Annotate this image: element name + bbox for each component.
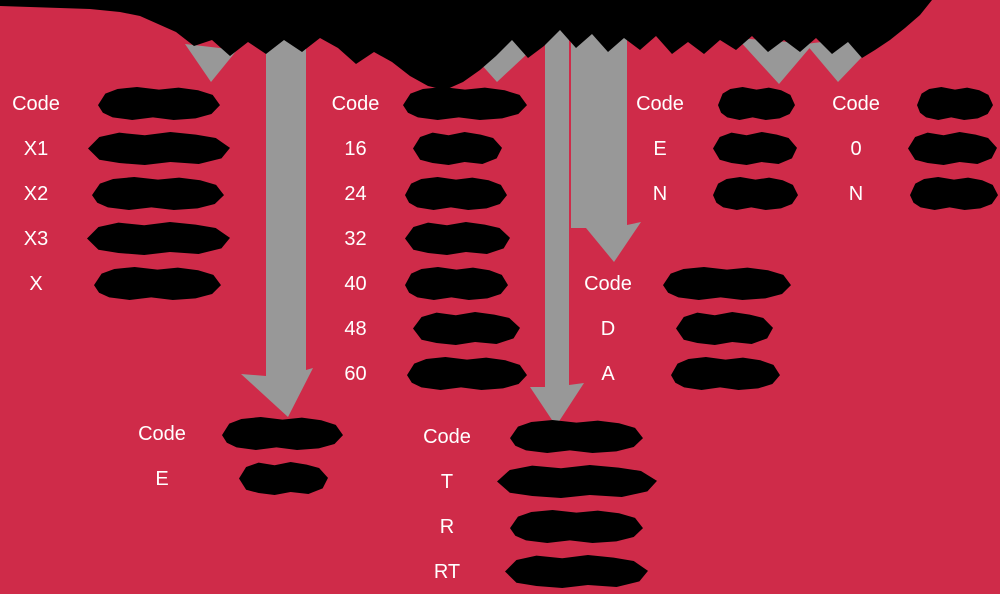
code-column-header: Code [331,92,380,115]
redacted-text-blob [663,267,791,300]
redacted-text-blob [403,87,527,120]
code-value: N [652,182,668,205]
table-row: E [630,126,798,171]
redacted-text-blob [510,420,643,453]
arrow-to-power-supply-table-icon [571,30,641,262]
redacted-text-blob [405,222,510,255]
table-header-row: Code [630,81,798,126]
table-row: D [578,306,791,351]
mode-table-right: Code 0 N [826,81,998,216]
table-row: R [417,504,657,549]
code-column-header: Code [138,422,186,445]
code-value: E [653,137,667,160]
redacted-text-blob [713,132,797,165]
redacted-text-blob [222,417,343,450]
table-row: 24 [323,171,527,216]
table-row: E [132,456,343,501]
code-value: A [601,362,615,385]
code-value: D [600,317,616,340]
redacted-text-blob [505,555,648,588]
redacted-text-blob [671,357,780,390]
table-row: X3 [0,216,230,261]
code-value: X1 [23,137,49,160]
redacted-text-blob [910,177,998,210]
table-row: 60 [323,351,527,396]
arrow-to-output-type-table-icon [530,30,584,426]
redacted-text-blob [718,87,795,120]
redacted-text-blob [239,462,328,495]
code-value: RT [433,560,461,583]
code-value: R [439,515,455,538]
power-supply-table: Code D A [578,261,791,396]
table-row: N [826,171,998,216]
table-row: RT [417,549,657,594]
code-value: 60 [344,362,367,385]
code-value: 40 [344,272,367,295]
code-value: 32 [344,227,367,250]
table-row: X [0,261,230,306]
redacted-text-blob [497,465,657,498]
table-row: X2 [0,171,230,216]
table-header-row: Code [323,81,527,126]
code-column-header: Code [423,425,471,448]
redacted-text-blob [94,267,221,300]
redacted-text-blob [88,132,230,165]
table-row: 40 [323,261,527,306]
table-header-row: Code [132,411,343,456]
table-row: 48 [323,306,527,351]
code-value: 24 [344,182,367,205]
code-column-header: Code [832,92,880,115]
table-row: T [417,459,657,504]
series-type-table: Code X1 X2 X3 X [0,81,230,306]
table-header-row: Code [578,261,791,306]
code-value: X [29,272,43,295]
io-number-table: Code 16 24 32 40 48 60 [323,81,527,396]
table-row: A [578,351,791,396]
code-column-header: Code [584,272,632,295]
table-header-row: Code [0,81,230,126]
table-row: N [630,171,798,216]
code-value: X2 [23,182,49,205]
redacted-text-blob [87,222,230,255]
table-row: X1 [0,126,230,171]
redacted-text-blob [413,132,502,165]
arrow-to-series-type-table-icon [185,44,237,82]
arrow-to-mode-table-left-icon [737,38,813,84]
code-value: T [440,470,454,493]
code-value: E [155,467,169,490]
redacted-text-blob [405,177,507,210]
trade-type-table: Code E [132,411,343,501]
redacted-title-text [0,0,932,90]
code-value: 48 [344,317,367,340]
table-header-row: Code [417,414,657,459]
code-value: 0 [850,137,862,160]
redacted-text-blob [713,177,798,210]
code-value: 16 [344,137,367,160]
redacted-text-blob [413,312,520,345]
redacted-text-blob [98,87,220,120]
table-row: 16 [323,126,527,171]
code-column-header: Code [12,92,60,115]
redacted-text-blob [407,357,527,390]
code-value: N [848,182,864,205]
redacted-text-blob [510,510,643,543]
arrow-to-trade-type-table-icon [241,30,313,417]
table-row: 0 [826,126,998,171]
redacted-text-blob [405,267,508,300]
code-column-header: Code [636,92,684,115]
redacted-text-blob [92,177,224,210]
redacted-text-blob [908,132,997,165]
table-header-row: Code [826,81,998,126]
mode-table-left: Code E N [630,81,798,216]
redacted-text-blob [917,87,993,120]
table-row: 32 [323,216,527,261]
output-type-table: Code T R RT [417,414,657,594]
redacted-text-blob [676,312,773,345]
code-value: X3 [23,227,49,250]
